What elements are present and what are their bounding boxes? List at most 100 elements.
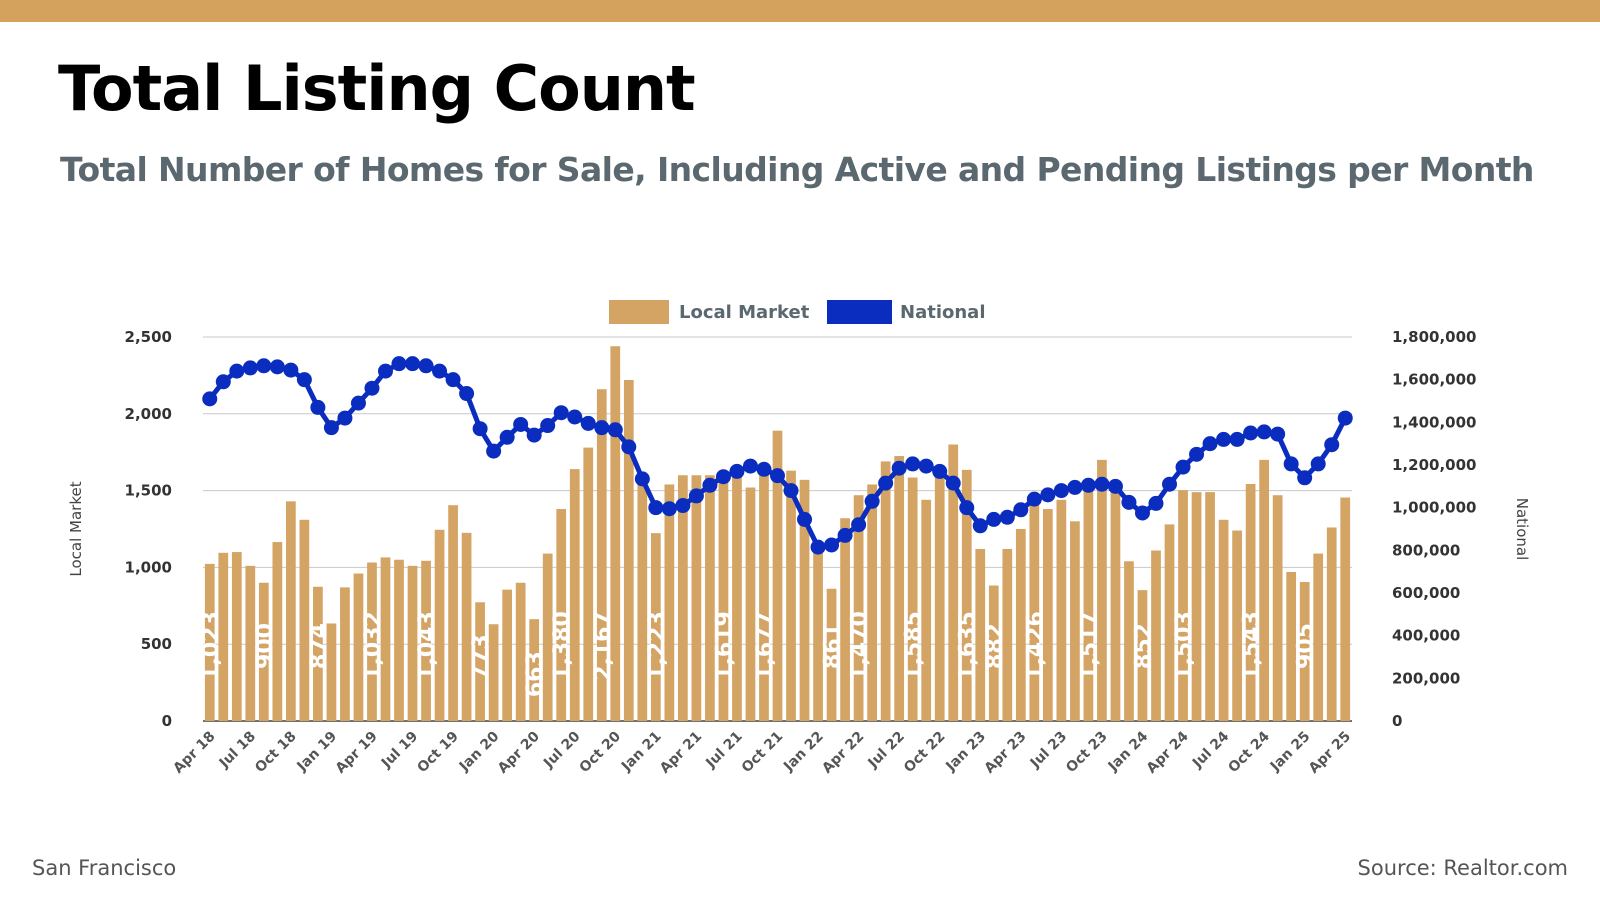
x-tick-label: Apr 25 [1306,729,1354,777]
bar-local-market [772,430,783,721]
national-point [472,421,488,437]
national-point [797,511,813,527]
bar-local-market [1056,499,1067,721]
national-point [851,517,867,533]
y-tick-label: 500 [141,635,172,653]
bar-local-market [542,553,553,721]
bar-data-label: 861 [821,623,846,669]
national-point [296,372,312,388]
national-point [1107,478,1123,494]
page-subtitle: Total Number of Homes for Sale, Includin… [60,150,1534,189]
y2-tick-label: 600,000 [1392,584,1460,602]
national-point [256,358,272,374]
national-point [1189,446,1205,462]
x-tick-label: Jan 25 [1267,729,1314,776]
bar-data-label: 1,619 [712,611,737,681]
national-point [1337,410,1353,426]
bar-local-market [813,552,823,721]
x-tick-label: Jan 19 [294,729,341,776]
national-point [499,429,515,445]
bar-data-label: 882 [983,623,1008,669]
bar-local-market [1137,590,1148,721]
bar-data-label: 1,517 [1077,611,1102,681]
bar-local-market [907,477,918,721]
bar-local-market [326,623,337,721]
national-point [1175,459,1191,475]
bar-local-market [894,456,905,721]
bar-local-market [556,509,567,721]
national-point [702,477,718,493]
national-point [567,409,583,425]
national-point [405,356,421,372]
x-tick-label: Apr 22 [819,729,867,777]
national-point [864,493,880,509]
bar-local-market [799,479,810,721]
bar-data-label: 1,677 [753,611,778,681]
national-point [283,362,299,378]
bar-local-market [1218,519,1229,721]
national-point [269,359,285,375]
national-point [661,501,677,517]
x-tick-label: Oct 24 [1225,728,1273,776]
bar-local-market [1083,487,1094,721]
x-tick-label: Jan 24 [1105,728,1152,775]
bar-local-market [732,473,742,721]
bar-local-market [948,444,959,721]
national-point [1270,426,1286,442]
bar-local-market [853,495,864,721]
top-accent-bar [0,0,1600,22]
national-point [905,456,921,472]
national-point [418,358,434,374]
bar-local-market [705,475,715,721]
national-point [932,463,948,479]
bar-local-market [678,475,688,721]
national-point [1324,437,1340,453]
bar-data-label: 1,223 [645,611,670,681]
national-point [1026,491,1042,507]
national-point [1040,487,1056,503]
national-point [513,416,529,432]
bar-local-market [1205,492,1215,721]
x-tick-label: Oct 23 [1063,729,1111,777]
bar-local-market [975,548,986,721]
national-point [770,468,785,484]
bar-local-market [718,472,729,721]
national-point [891,460,907,476]
national-point [526,427,542,443]
bar-local-market [569,469,580,721]
bar-local-market [1015,529,1026,721]
bar-local-market [1272,495,1283,721]
national-point [1256,424,1272,440]
bar-local-market [272,542,283,721]
national-point [1148,495,1164,511]
bar-data-label: 1,470 [848,611,873,681]
bar-data-label: 852 [1131,623,1156,669]
national-point [1053,483,1069,499]
bar-local-market [488,624,499,721]
bar-local-market [650,533,661,721]
national-point [459,386,475,402]
national-point [1134,505,1150,521]
bar-local-market [664,484,675,721]
y2-axis-title: National [1513,498,1531,561]
national-point [634,471,650,487]
bar-data-label: 1,543 [1240,611,1265,681]
y2-tick-label: 800,000 [1392,541,1460,559]
national-point [364,380,380,396]
bar-data-label: 874 [307,623,332,669]
page-title: Total Listing Count [58,52,696,125]
bar-local-market [313,586,323,721]
national-point [1202,436,1218,452]
bar-local-market [502,589,513,721]
national-point [1283,456,1299,472]
bar-local-market [1110,484,1121,721]
bar-local-market [475,602,485,721]
bar-local-market [448,505,458,721]
bar-local-market [880,461,891,721]
national-point [1067,479,1083,495]
bar-local-market [1002,548,1013,721]
bar-data-label: 1,023 [199,611,224,681]
bar-local-market [623,380,634,721]
legend-swatch-local [609,300,669,324]
national-point [729,463,745,479]
